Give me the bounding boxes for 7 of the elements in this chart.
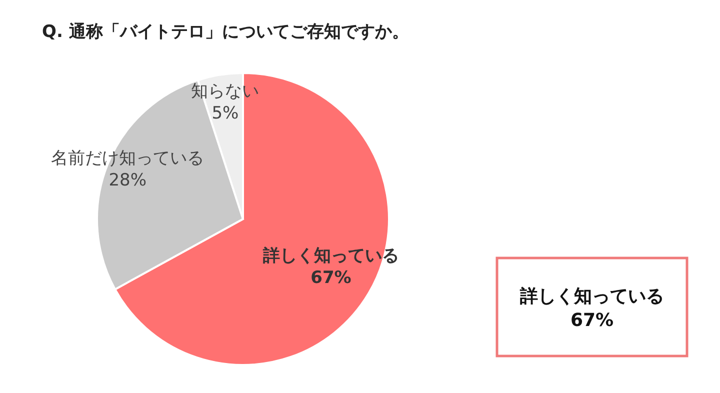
data-label: 28% [108,170,147,190]
text: 詳しく知っている [519,286,664,307]
chart-title: Q. 通称「バイトテロ」についてご存知ですか。 [42,22,409,42]
slice-label: 名前だけ知っている [51,148,204,168]
data-label: 67% [310,268,352,288]
data-label: 5% [212,104,239,124]
text: 67% [570,310,614,331]
